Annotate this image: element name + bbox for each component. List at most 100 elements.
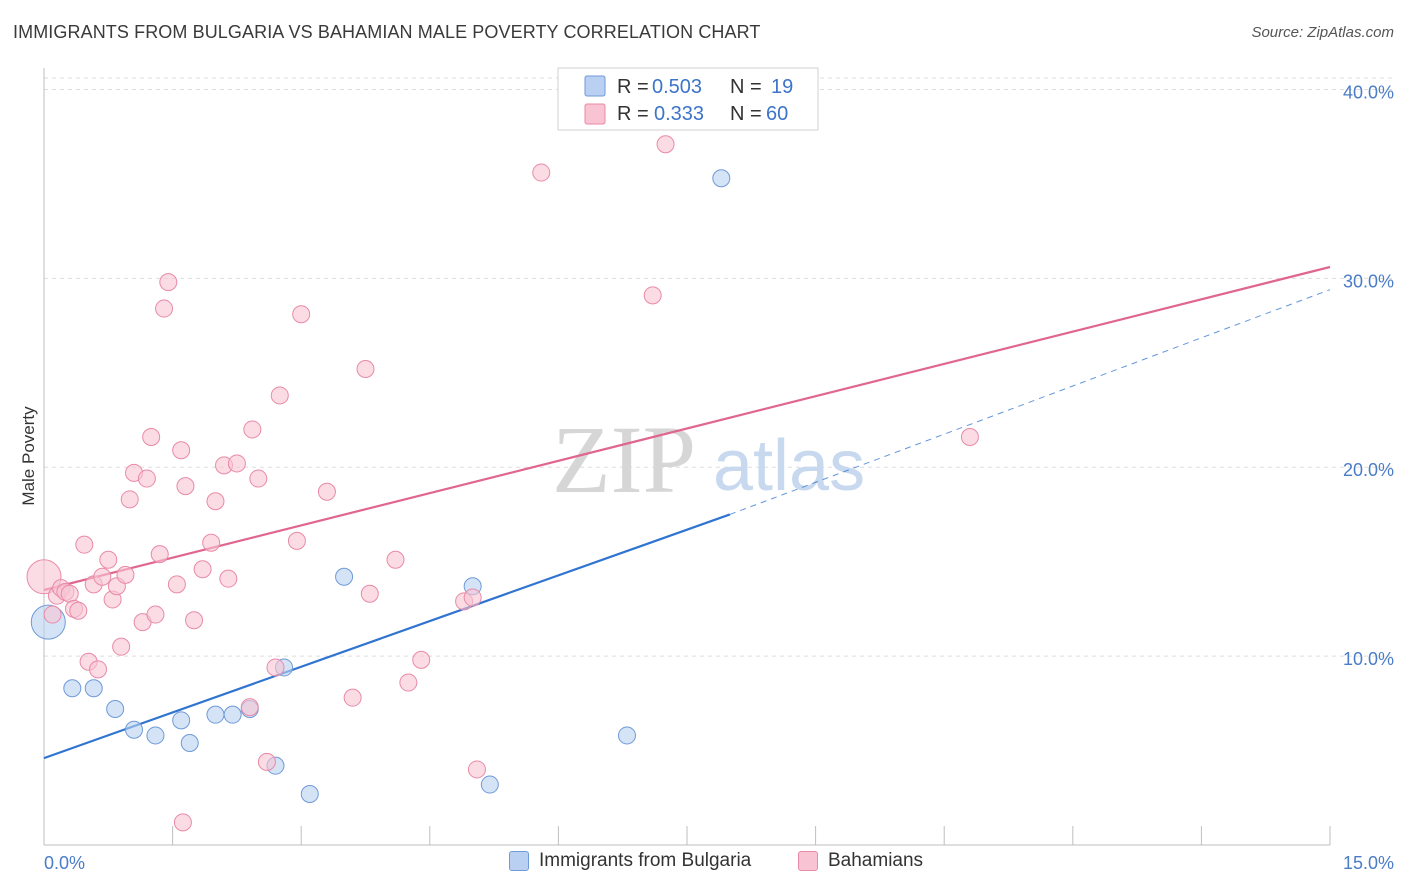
data-points bbox=[26, 135, 979, 832]
point-bahamians bbox=[206, 492, 225, 511]
point-bahamians bbox=[219, 569, 238, 588]
point-bahamians bbox=[643, 286, 662, 305]
point-bulgaria bbox=[206, 705, 225, 724]
legend-swatch-bahamians bbox=[584, 103, 606, 125]
point-bulgaria bbox=[106, 700, 125, 718]
point-bahamians bbox=[240, 698, 259, 717]
point-bahamians bbox=[386, 550, 405, 569]
point-bulgaria bbox=[300, 785, 319, 803]
trend-line-bahamians bbox=[43, 265, 1331, 592]
point-bahamians bbox=[257, 752, 276, 771]
legend-n-value-bulgaria: 19 bbox=[771, 76, 793, 98]
legend-swatch-bahamians-bottom bbox=[798, 851, 818, 871]
point-bulgaria bbox=[617, 726, 636, 745]
point-bahamians bbox=[193, 560, 212, 579]
y-tick-label: 30.0% bbox=[1343, 271, 1394, 291]
point-bahamians bbox=[343, 688, 362, 707]
point-bahamians bbox=[656, 135, 675, 154]
legend-r-value-bahamians: 0.333 bbox=[654, 103, 704, 125]
point-bahamians bbox=[360, 584, 379, 603]
point-bahamians bbox=[266, 658, 285, 677]
point-bahamians bbox=[146, 605, 165, 624]
trend-line-bulgaria-extension bbox=[729, 289, 1331, 515]
legend-label-bahamians: Bahamians bbox=[828, 850, 924, 871]
point-bahamians bbox=[243, 420, 262, 439]
point-bahamians bbox=[399, 673, 418, 692]
point-bulgaria bbox=[335, 567, 354, 586]
x-tick-labels: 0.0% 15.0% bbox=[44, 853, 1394, 873]
point-bahamians bbox=[412, 650, 431, 669]
point-bahamians bbox=[89, 660, 108, 679]
y-tick-label: 40.0% bbox=[1343, 82, 1394, 102]
legend-r-label-bulgaria: R = bbox=[617, 76, 649, 98]
point-bulgaria bbox=[84, 679, 103, 698]
point-bahamians bbox=[249, 469, 268, 488]
y-tick-labels: 10.0% 20.0% 30.0% 40.0% bbox=[1343, 82, 1394, 669]
point-bulgaria bbox=[146, 726, 165, 745]
point-bahamians bbox=[159, 273, 178, 292]
series-legend: Immigrants from Bulgaria Bahamians bbox=[0, 850, 1406, 880]
point-bahamians bbox=[227, 454, 246, 473]
legend-n-value-bahamians: 60 bbox=[766, 103, 788, 125]
point-bahamians bbox=[202, 533, 221, 552]
point-bahamians bbox=[173, 813, 192, 832]
y-tick-label: 20.0% bbox=[1343, 460, 1394, 480]
point-bulgaria bbox=[63, 679, 82, 698]
legend-label-bulgaria: Immigrants from Bulgaria bbox=[539, 850, 752, 871]
point-bahamians bbox=[137, 469, 156, 488]
point-bahamians bbox=[463, 588, 482, 607]
chart-title: IMMIGRANTS FROM BULGARIA VS BAHAMIAN MAL… bbox=[13, 22, 761, 42]
legend-r-value-bulgaria: 0.503 bbox=[652, 76, 702, 98]
legend-n-label-bulgaria: N = bbox=[730, 76, 762, 98]
legend-swatch-bulgaria bbox=[584, 75, 606, 97]
point-bulgaria bbox=[172, 711, 191, 730]
source-label: Source: ZipAtlas.com bbox=[1251, 24, 1394, 41]
point-bahamians bbox=[287, 531, 306, 550]
point-bahamians bbox=[155, 299, 174, 318]
point-bahamians bbox=[356, 360, 375, 378]
point-bahamians bbox=[172, 441, 191, 460]
legend-r-label-bahamians: R = bbox=[617, 103, 649, 125]
point-bahamians bbox=[960, 428, 979, 446]
grid bbox=[44, 77, 1392, 657]
point-bahamians bbox=[270, 386, 289, 405]
point-bulgaria bbox=[125, 720, 144, 739]
legend-item-bahamians[interactable]: Bahamians bbox=[798, 850, 923, 872]
point-bahamians bbox=[60, 584, 79, 603]
legend-n-label-bahamians: N = bbox=[730, 103, 762, 125]
point-bahamians bbox=[150, 545, 169, 564]
point-bulgaria bbox=[712, 169, 731, 188]
y-axis-title: Male Poverty bbox=[19, 406, 38, 506]
point-bahamians bbox=[317, 482, 336, 501]
x-tick-label-min: 0.0% bbox=[44, 853, 85, 873]
point-bahamians bbox=[99, 550, 118, 569]
legend-item-bulgaria[interactable]: Immigrants from Bulgaria bbox=[509, 850, 751, 872]
point-bahamians bbox=[467, 760, 486, 779]
point-bahamians bbox=[69, 601, 88, 620]
legend-swatch-bulgaria-bottom bbox=[509, 851, 529, 871]
point-bahamians bbox=[75, 535, 94, 554]
point-bahamians bbox=[43, 605, 62, 624]
point-bahamians bbox=[185, 611, 204, 630]
point-bahamians bbox=[120, 490, 139, 509]
axes bbox=[43, 68, 1331, 846]
point-bahamians bbox=[116, 565, 135, 584]
watermark: ZIP atlas bbox=[552, 406, 865, 513]
point-bahamians bbox=[142, 428, 161, 446]
stats-legend: R = 0.503 N = 19 R = 0.333 N = 60 bbox=[557, 67, 819, 131]
watermark-zip: ZIP bbox=[552, 406, 696, 513]
y-tick-label: 10.0% bbox=[1343, 649, 1394, 669]
point-bahamians bbox=[292, 305, 311, 324]
x-tick-label-max: 15.0% bbox=[1343, 853, 1394, 873]
point-bulgaria bbox=[480, 775, 499, 794]
trend-line-bulgaria bbox=[43, 513, 731, 760]
point-bahamians bbox=[112, 637, 131, 656]
watermark-atlas: atlas bbox=[713, 426, 865, 506]
point-bahamians bbox=[532, 163, 551, 182]
point-bahamians bbox=[26, 559, 62, 595]
point-bulgaria bbox=[223, 705, 242, 724]
point-bahamians bbox=[93, 567, 112, 586]
trend-lines bbox=[43, 265, 1331, 760]
point-bahamians bbox=[176, 477, 195, 496]
